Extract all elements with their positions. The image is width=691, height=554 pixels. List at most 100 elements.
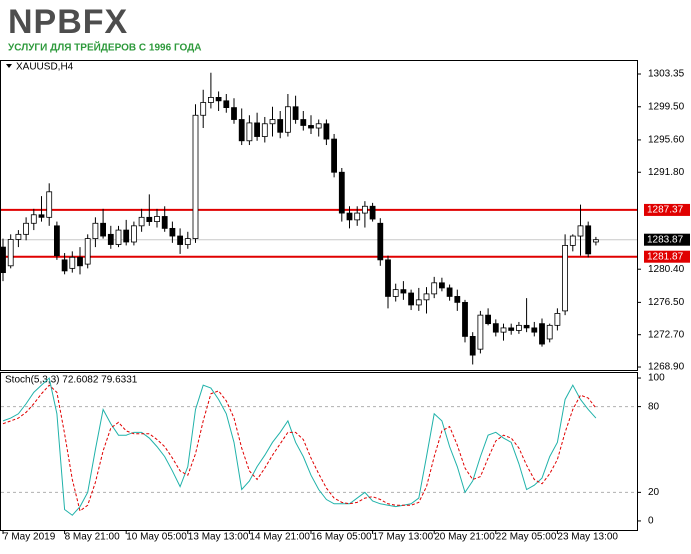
candle-body — [392, 289, 399, 297]
candle-body — [369, 205, 376, 220]
candle-body — [15, 233, 22, 240]
candle-body — [54, 225, 60, 257]
candle-body — [223, 100, 230, 109]
candle-body — [207, 97, 214, 103]
candle-body — [246, 122, 253, 142]
price-panel — [0, 60, 638, 371]
price-label: 1281.87 — [647, 251, 684, 262]
candle-body — [462, 301, 468, 337]
price-label-box — [644, 250, 690, 263]
candle-body — [539, 323, 545, 345]
candle-body — [585, 225, 592, 255]
logo-tagline: УСЛУГИ ДЛЯ ТРЕЙДЕРОВ С 1996 ГОДА — [8, 41, 201, 54]
candle-body — [61, 259, 68, 272]
x-tick-label: 8 May 21:00 — [65, 532, 120, 543]
candle-body — [523, 324, 530, 329]
x-tick-label: 23 May 13:00 — [557, 532, 618, 543]
candle-body — [454, 296, 461, 303]
y-tick-label: 0 — [648, 516, 654, 527]
candle-body — [115, 229, 122, 245]
candle-body — [577, 225, 584, 237]
candle-body — [569, 235, 576, 246]
candle-body — [331, 138, 338, 173]
candle-body — [338, 171, 345, 214]
y-tick-label: 1299.50 — [648, 101, 685, 112]
candle-body — [323, 123, 330, 140]
candle-body — [277, 119, 284, 133]
candle-body — [400, 289, 407, 294]
candle-body — [500, 327, 507, 333]
y-tick-label: 1268.90 — [648, 362, 685, 373]
candle-body — [593, 239, 599, 243]
candle-body — [423, 293, 430, 301]
candle-body — [438, 282, 445, 289]
y-tick-label: 20 — [648, 487, 660, 498]
price-label: 1283.87 — [647, 234, 684, 245]
x-tick-label: 7 May 2019 — [3, 532, 56, 543]
candle-body — [308, 125, 314, 129]
candle-body — [46, 191, 53, 218]
candle-body — [177, 235, 184, 245]
price-label: 1287.37 — [647, 205, 684, 216]
candle-body — [84, 238, 91, 265]
x-tick-label: 16 May 05:00 — [311, 532, 372, 543]
candle-body — [269, 119, 276, 125]
candle-body — [546, 324, 553, 340]
candle-body — [377, 222, 384, 261]
candle-body — [346, 212, 353, 221]
candle-body — [531, 327, 538, 333]
candle-body — [130, 225, 137, 243]
price-label-box — [644, 233, 690, 246]
x-tick-label: 17 May 13:00 — [373, 532, 434, 543]
symbol-arrow — [6, 64, 12, 68]
y-tick-label: 1272.70 — [648, 329, 685, 340]
candle-body — [138, 216, 145, 227]
candle-body — [30, 214, 37, 224]
candle-body — [161, 216, 168, 229]
stoch-line — [2, 384, 597, 512]
candle-body — [0, 246, 6, 274]
candle-body — [469, 336, 476, 356]
candle-body — [385, 259, 391, 297]
candle-body — [284, 106, 291, 133]
candle-body — [200, 102, 207, 116]
candle-body — [38, 214, 45, 218]
candle-body — [69, 256, 76, 269]
candle-body — [408, 292, 415, 306]
symbol-title: XAUUSD,H4 — [16, 62, 74, 73]
candle-body — [477, 314, 484, 350]
candle-body — [261, 123, 268, 137]
x-tick-label: 20 May 21:00 — [434, 532, 495, 543]
y-tick-label: 1291.80 — [648, 167, 685, 178]
candle-body — [292, 106, 299, 120]
candle-body — [92, 222, 99, 239]
candle-body — [23, 222, 30, 235]
candle-body — [238, 119, 245, 142]
candle-body — [315, 123, 322, 129]
y-tick-label: 1303.35 — [648, 69, 685, 80]
candle-body — [169, 227, 176, 237]
candle-body — [231, 107, 237, 120]
x-tick-label: 14 May 21:00 — [249, 532, 310, 543]
price-label-box — [644, 203, 690, 216]
logo: NPBFX — [8, 3, 128, 41]
candle-body — [446, 287, 453, 297]
candle-body — [184, 238, 191, 245]
y-tick-label: 1276.50 — [648, 297, 685, 308]
candle-body — [215, 97, 222, 102]
y-tick-label: 100 — [648, 373, 665, 384]
y-tick-label: 1280.40 — [648, 264, 685, 275]
candle-body — [154, 216, 160, 222]
candle-body — [107, 233, 114, 245]
candle-body — [492, 323, 499, 333]
x-tick-label: 10 May 05:00 — [126, 532, 187, 543]
candle-body — [100, 222, 106, 237]
y-tick-label: 1295.60 — [648, 135, 685, 146]
candle-body — [485, 314, 492, 325]
y-tick-label: 80 — [648, 401, 660, 412]
candle-body — [77, 256, 83, 267]
candle-body — [354, 212, 361, 221]
candle-body — [192, 114, 199, 239]
